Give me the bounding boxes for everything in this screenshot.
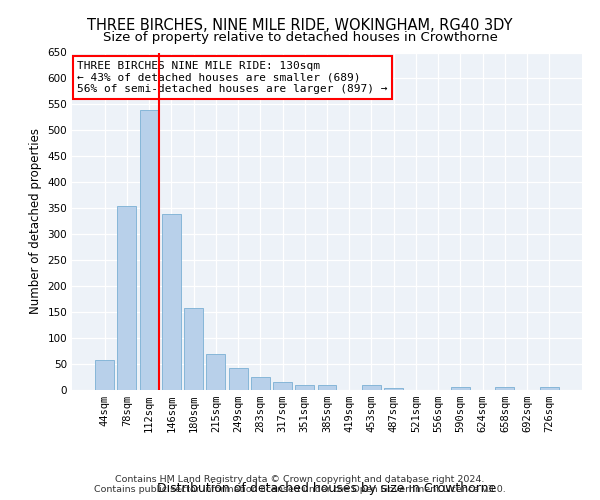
Text: Contains HM Land Registry data © Crown copyright and database right 2024.
Contai: Contains HM Land Registry data © Crown c… [94,474,506,494]
Text: THREE BIRCHES, NINE MILE RIDE, WOKINGHAM, RG40 3DY: THREE BIRCHES, NINE MILE RIDE, WOKINGHAM… [87,18,513,32]
Bar [362,385,381,390]
Bar [384,388,403,390]
Bar [540,388,559,390]
Bar [317,386,337,390]
Bar [451,388,470,390]
Bar [118,206,136,390]
Y-axis label: Number of detached properties: Number of detached properties [29,128,42,314]
Bar [229,368,248,390]
X-axis label: Distribution of detached houses by size in Crowthorne: Distribution of detached houses by size … [157,482,497,496]
Bar [140,110,158,390]
Bar [295,385,314,390]
Text: THREE BIRCHES NINE MILE RIDE: 130sqm
← 43% of detached houses are smaller (689)
: THREE BIRCHES NINE MILE RIDE: 130sqm ← 4… [77,61,388,94]
Bar [496,388,514,390]
Text: Size of property relative to detached houses in Crowthorne: Size of property relative to detached ho… [103,31,497,44]
Bar [251,377,270,390]
Bar [184,308,203,390]
Bar [273,382,292,390]
Bar [162,214,181,390]
Bar [206,354,225,390]
Bar [95,360,114,390]
